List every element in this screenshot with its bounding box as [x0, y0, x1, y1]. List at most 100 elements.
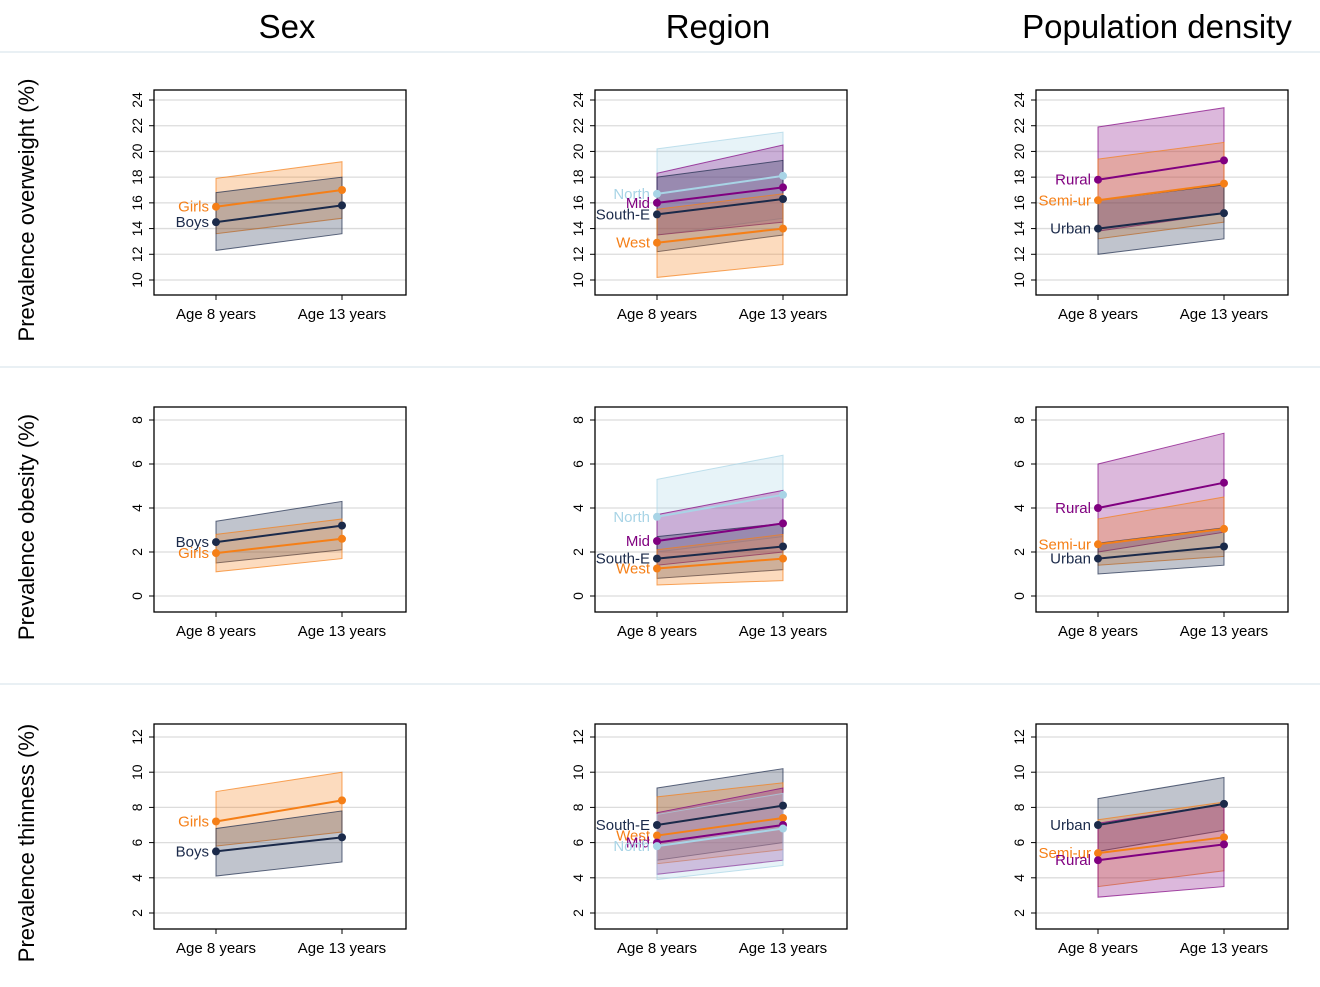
data-point-north: [779, 824, 787, 833]
y-tick-label: 6: [129, 460, 145, 468]
y-tick-label: 20: [129, 143, 145, 159]
y-tick-label: 12: [570, 729, 586, 745]
data-point-girls: [212, 817, 220, 826]
series-label-urban: Urban: [1050, 551, 1091, 568]
series-line-west: [656, 557, 784, 570]
plot-frame: [1035, 89, 1289, 296]
series-line-south-e: [656, 804, 784, 826]
series-label-north: North: [613, 186, 650, 203]
data-point-urban: [1220, 799, 1228, 808]
series-line-semi-ur: [1097, 836, 1225, 855]
series-line-mid: [656, 186, 784, 204]
data-point-girls: [338, 534, 346, 543]
x-tick-label: Age 8 years: [176, 940, 256, 957]
ci-band-west: [656, 533, 784, 586]
y-tick-label: 2: [1011, 909, 1027, 917]
row-title-thinness: Prevalence thinness (%): [14, 724, 39, 962]
x-tick-label: Age 8 years: [176, 306, 256, 323]
y-tick-label: 8: [1011, 803, 1027, 811]
series-line-south-e: [656, 545, 784, 560]
x-tick-label: Age 8 years: [1058, 623, 1138, 640]
plot-frame: [153, 723, 407, 930]
y-tick-label: 12: [129, 729, 145, 745]
series-line-north: [656, 827, 784, 848]
data-point-rural: [1220, 156, 1228, 165]
series-line-boys: [215, 204, 343, 224]
data-point-boys: [212, 847, 220, 856]
series-label-girls: Girls: [178, 199, 209, 216]
series-line-girls: [215, 189, 343, 208]
series-label-south-e: South-E: [596, 206, 650, 223]
y-tick-label: 6: [570, 838, 586, 846]
y-tick-label: 4: [129, 874, 145, 882]
y-tick-label: 4: [1011, 874, 1027, 882]
series-line-rural: [1097, 481, 1225, 509]
ci-band-urban: [1097, 527, 1225, 575]
y-tick-label: 8: [129, 803, 145, 811]
data-point-west: [653, 831, 661, 840]
y-tick-label: 14: [129, 221, 145, 237]
data-point-semi-ur: [1094, 849, 1102, 858]
series-label-north: North: [613, 509, 650, 526]
data-point-girls: [212, 549, 220, 558]
data-point-rural: [1094, 175, 1102, 184]
y-tick-label: 2: [129, 909, 145, 917]
series-label-rural: Rural: [1055, 852, 1091, 869]
y-tick-label: 2: [570, 548, 586, 556]
x-tick-label: Age 13 years: [298, 940, 386, 957]
series-label-urban: Urban: [1050, 221, 1091, 238]
data-point-west: [653, 238, 661, 247]
data-point-north: [653, 512, 661, 521]
data-point-west: [779, 224, 787, 233]
data-point-girls: [338, 186, 346, 194]
y-tick-label: 6: [129, 838, 145, 846]
series-label-mid: Mid: [626, 533, 650, 550]
data-point-rural: [1094, 504, 1102, 512]
y-tick-label: 6: [1011, 838, 1027, 846]
series-label-mid: Mid: [626, 835, 650, 852]
series-label-south-e: South-E: [596, 817, 650, 834]
data-point-urban: [1094, 554, 1102, 563]
x-tick-label: Age 13 years: [739, 940, 827, 957]
series-line-boys: [215, 524, 343, 544]
y-tick-label: 6: [570, 460, 586, 468]
y-tick-label: 2: [570, 909, 586, 917]
y-tick-label: 22: [129, 118, 145, 134]
y-tick-label: 24: [129, 92, 145, 108]
data-point-west: [779, 813, 787, 822]
chart-panel: 0 2 4 6 8 Age 8 years Age 13 years Rural Semi-ur…: [1011, 406, 1289, 640]
data-point-semi-ur: [1220, 524, 1228, 533]
data-point-urban: [1220, 209, 1228, 218]
data-point-girls: [338, 796, 346, 805]
series-line-urban: [1097, 212, 1225, 230]
y-tick-label: 0: [570, 592, 586, 600]
y-tick-label: 10: [129, 272, 145, 288]
data-point-north: [779, 490, 787, 499]
y-tick-label: 24: [1011, 92, 1027, 108]
series-line-south-e: [656, 198, 784, 216]
x-tick-label: Age 8 years: [617, 940, 697, 957]
series-line-north: [656, 174, 784, 195]
separators: [0, 51, 1320, 685]
y-tick-label: 4: [570, 504, 586, 512]
y-tick-label: 2: [1011, 548, 1027, 556]
y-tick-label: 4: [1011, 504, 1027, 512]
series-line-mid: [656, 522, 784, 542]
data-point-north: [653, 189, 661, 198]
series-line-urban: [1097, 802, 1225, 826]
plot-frame: [594, 723, 848, 930]
plot-frame: [153, 406, 407, 613]
series-label-boys: Boys: [176, 534, 209, 551]
series-line-west: [656, 227, 784, 244]
data-point-mid: [779, 519, 787, 528]
data-point-rural: [1220, 478, 1228, 487]
data-point-boys: [338, 201, 346, 210]
series-label-mid: Mid: [626, 195, 650, 212]
chart-panel: 2 4 6 8 10 12 Age 8 years Age 13 years Urban Semi…: [1011, 723, 1289, 957]
y-tick-label: 12: [1011, 246, 1027, 262]
y-tick-label: 10: [1011, 764, 1027, 780]
series-label-rural: Rural: [1055, 500, 1091, 517]
x-tick-label: Age 8 years: [1058, 940, 1138, 957]
